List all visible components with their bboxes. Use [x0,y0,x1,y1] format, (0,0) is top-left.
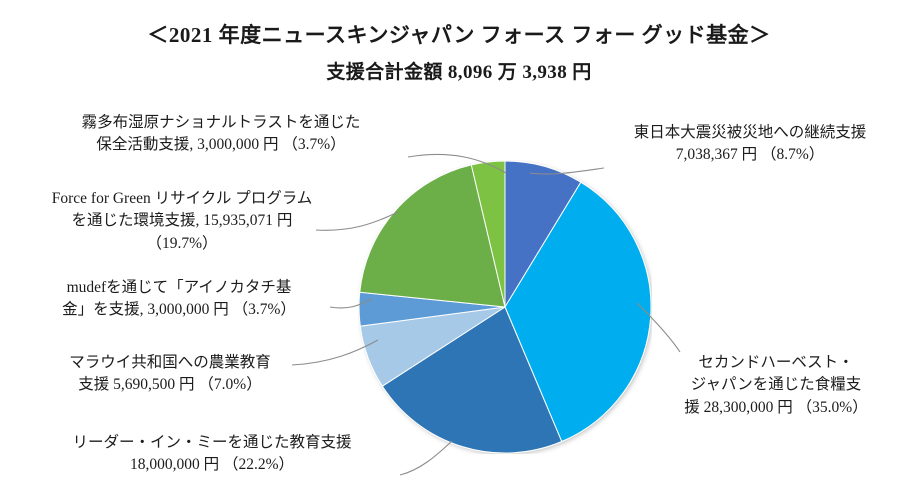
data-label-tohoku: 東日本大震災被災地への継続支援 7,038,367 円 （8.7%） [633,124,867,164]
pie-slice [381,306,563,454]
pie-slices [358,160,652,454]
page-title: ＜2021 年度ニュースキンジャパン フォース フォー グッド基金＞ [147,23,771,47]
data-label-mudef: mudefを通じて「アイノカタチ基 金」を支援, 3,000,000 円 （3.… [62,279,296,319]
data-label-force-for-green: Force for Green リサイクル プログラム を通じた環境支援, 15… [51,190,313,252]
data-label-leader-in-me: リーダー・イン・ミーを通じた教育支援 18,000,000 円 （22.2%） [72,434,352,474]
page-subtitle: 支援合計金額 8,096 万 3,938 円 [326,62,592,84]
pie-svg [358,160,652,454]
title-block: ＜2021 年度ニュースキンジャパン フォース フォー グッド基金＞ 支援合計金… [0,22,918,86]
data-label-kiritappu: 霧多布湿原ナショナルトラストを通じた 保全活動支援, 3,000,000 円 （… [81,114,361,154]
pie-chart [358,160,652,454]
data-label-second-harvest: セカンドハーベスト・ ジャパンを通じた食糧支 援 28,300,000 円 （3… [684,354,868,416]
data-label-malawi: マラウイ共和国への農業教育 支援 5,690,500 円 （7.0%） [69,354,271,394]
